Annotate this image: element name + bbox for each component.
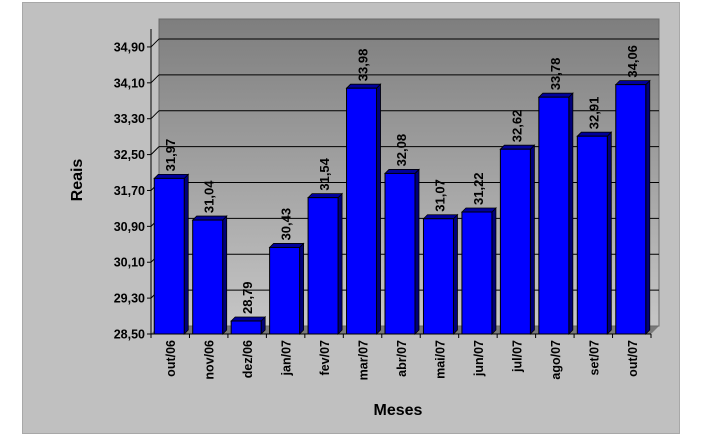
gridline (150, 38, 160, 48)
bar (422, 213, 459, 335)
x-tick-label: jun/07 (472, 340, 486, 377)
y-tick-label: 28,50 (114, 328, 145, 342)
x-axis-title: Meses (374, 402, 423, 419)
bar (345, 83, 382, 335)
x-tick-label: mai/07 (433, 340, 447, 379)
bar (153, 173, 190, 335)
bar (460, 207, 497, 335)
y-tick-label: 33,30 (114, 112, 145, 126)
x-tick-label: set/07 (587, 340, 601, 375)
x-tick-label: jan/07 (280, 340, 294, 376)
y-axis-title: Reais (69, 159, 86, 202)
data-label: 32,91 (586, 97, 601, 130)
bar (499, 144, 536, 335)
data-label: 33,98 (356, 49, 371, 82)
data-label: 32,08 (394, 134, 409, 167)
data-label: 31,07 (432, 179, 447, 212)
bar (268, 242, 305, 335)
y-tick-label: 34,10 (114, 76, 145, 90)
data-label: 31,04 (202, 180, 217, 213)
bar (191, 215, 228, 335)
x-tick-label: dez/06 (241, 340, 255, 378)
data-label: 31,22 (471, 172, 486, 205)
y-tick-label: 31,70 (114, 184, 145, 198)
data-label: 33,78 (548, 58, 563, 91)
gridline (150, 110, 160, 120)
y-tick-label: 29,30 (114, 292, 145, 306)
x-tick-label: abr/07 (395, 340, 409, 377)
data-label: 31,97 (163, 139, 178, 172)
data-label: 32,62 (509, 110, 524, 143)
x-tick-label: out/06 (164, 340, 178, 377)
data-label: 31,54 (317, 157, 332, 190)
bar (614, 79, 651, 335)
bar (576, 131, 613, 335)
x-tick-label: out/07 (626, 340, 640, 377)
bar (230, 316, 267, 335)
gridline (150, 146, 160, 155)
gridline (150, 74, 160, 84)
x-tick-label: ago/07 (549, 340, 563, 380)
bar (537, 92, 574, 335)
y-tick-label: 30,10 (114, 256, 145, 270)
data-label: 28,79 (240, 281, 255, 314)
bar (384, 168, 420, 335)
data-label: 34,06 (625, 45, 640, 78)
y-tick-label: 30,90 (114, 220, 145, 234)
y-tick-label: 34,90 (114, 40, 145, 54)
y-tick-label: 32,50 (114, 148, 145, 162)
data-label: 30,43 (279, 208, 294, 241)
x-tick-label: mar/07 (357, 340, 371, 380)
x-tick-label: nov/06 (203, 340, 217, 380)
x-tick-label: jul/07 (510, 340, 524, 373)
bar (307, 192, 344, 335)
x-tick-label: fev/07 (318, 340, 332, 375)
